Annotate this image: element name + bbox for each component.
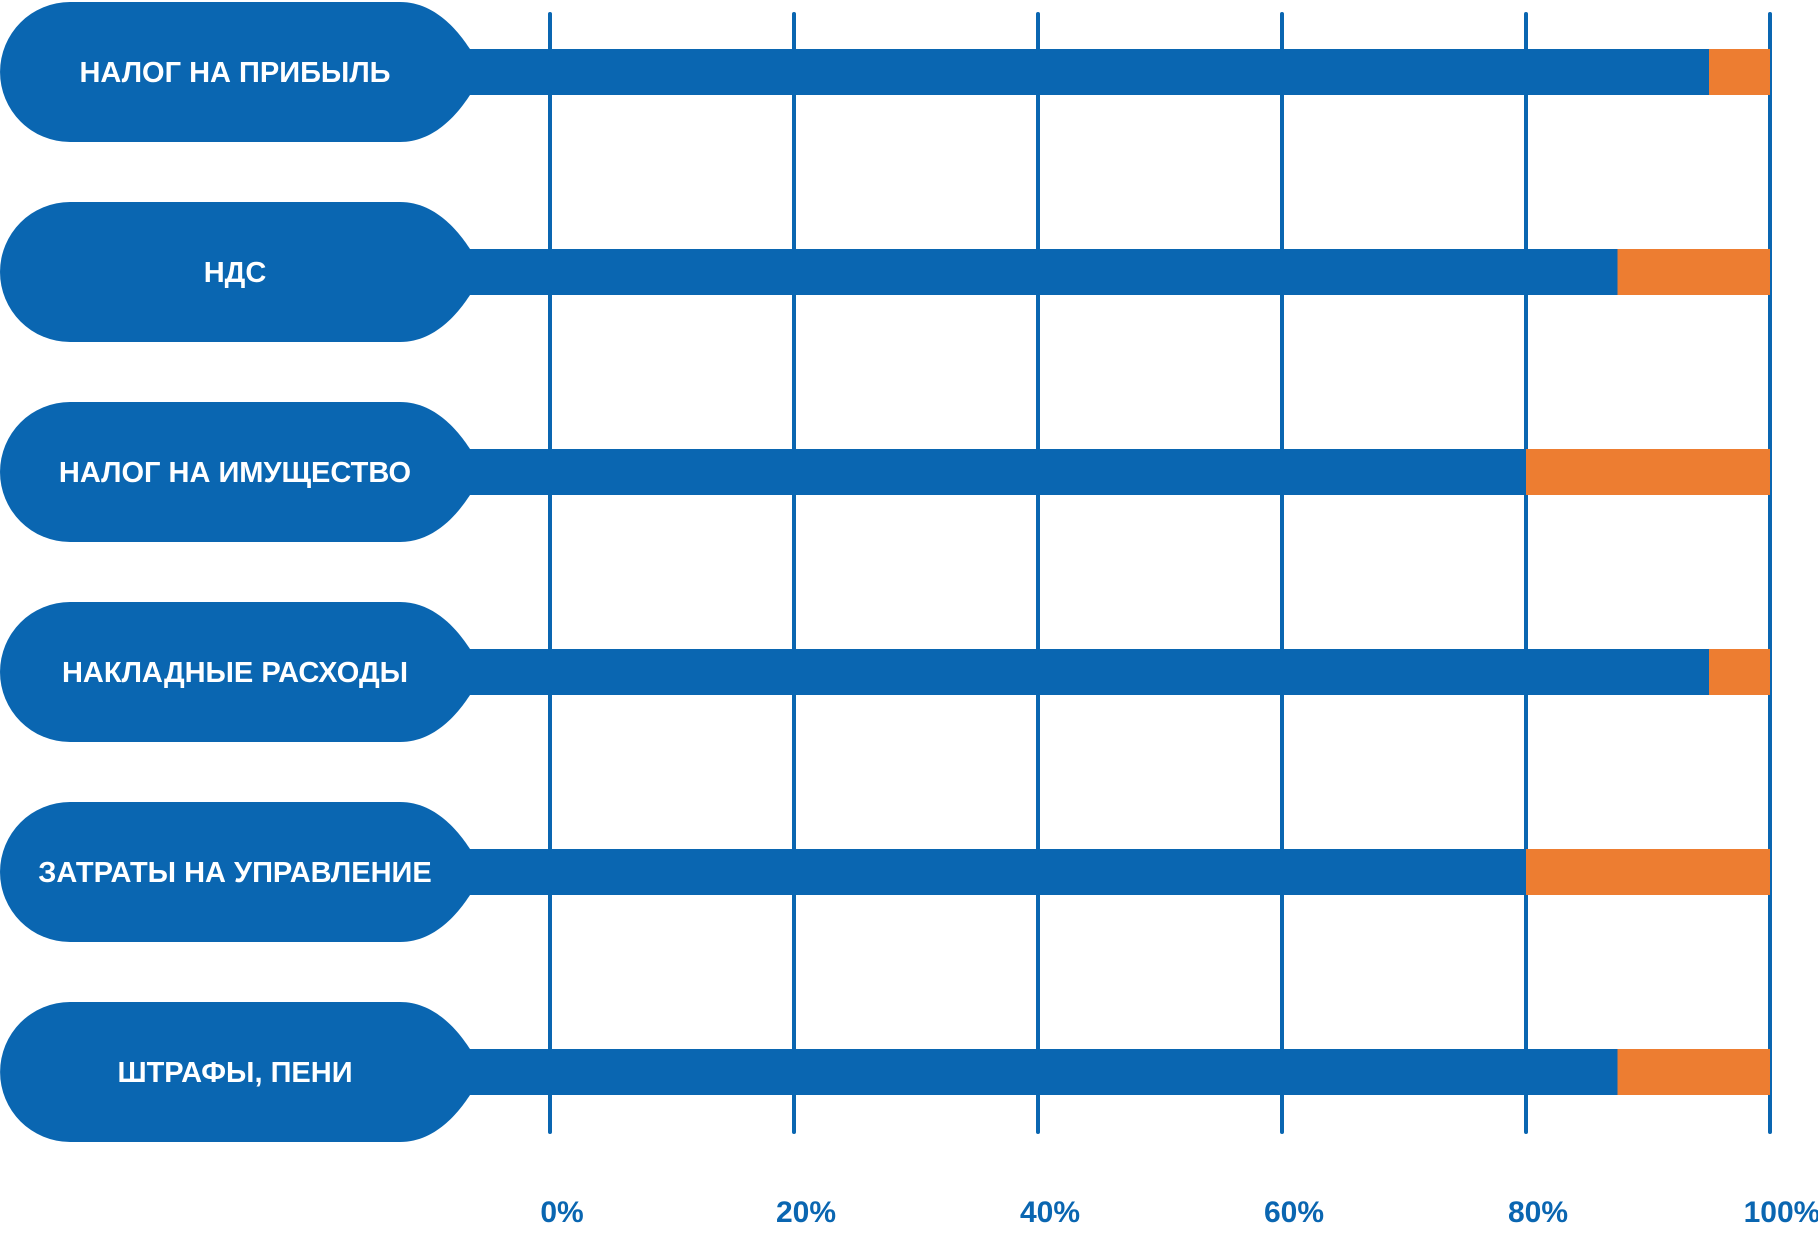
bar-segment-accent — [1709, 49, 1770, 95]
category-pill: НАЛОГ НА ИМУЩЕСТВО — [0, 402, 470, 542]
bar-segment-accent — [1526, 449, 1770, 495]
bar-segment-primary — [460, 849, 1526, 895]
grid-lines — [548, 12, 1772, 1134]
category-pill: ШТРАФЫ, ПЕНИ — [0, 1002, 470, 1142]
bar-row — [460, 49, 1770, 95]
x-tick-label: 80% — [1508, 1196, 1568, 1229]
bar-row — [460, 249, 1770, 295]
bar-segment-accent — [1617, 249, 1770, 295]
category-pill-shape — [0, 1002, 470, 1142]
bar-segment-primary — [460, 49, 1709, 95]
x-tick-label: 60% — [1264, 1196, 1324, 1229]
x-axis-ticks: 0% 20% 40% 60% 80% 100% — [540, 1196, 1818, 1229]
x-tick-label: 20% — [776, 1196, 836, 1229]
x-tick-label: 100% — [1744, 1196, 1818, 1229]
x-tick-label: 40% — [1020, 1196, 1080, 1229]
bar-segment-accent — [1617, 1049, 1770, 1095]
category-pill: ЗАТРАТЫ НА УПРАВЛЕНИЕ — [0, 802, 470, 942]
x-tick-label: 0% — [540, 1196, 583, 1229]
category-pill-shape — [0, 602, 470, 742]
bar-row — [460, 449, 1770, 495]
category-pill-shape — [0, 202, 470, 342]
bar-segment-primary — [460, 449, 1526, 495]
bar-segment-accent — [1709, 649, 1770, 695]
bar-row — [460, 849, 1770, 895]
bars — [460, 49, 1770, 1095]
bar-row — [460, 649, 1770, 695]
category-pill: НАЛОГ НА ПРИБЫЛЬ — [0, 2, 470, 142]
bar-segment-primary — [460, 649, 1709, 695]
bar-segment-primary — [460, 249, 1618, 295]
category-pill: НДС — [0, 202, 470, 342]
category-label: ЗАТРАТЫ НА УПРАВЛЕНИЕ — [38, 857, 431, 889]
category-label: НАЛОГ НА ПРИБЫЛЬ — [79, 57, 390, 89]
bar-row — [460, 1049, 1770, 1095]
category-labels: НАЛОГ НА ПРИБЫЛЬ НДС НАЛОГ НА ИМУЩЕСТВО НАК… — [0, 2, 470, 1142]
category-label: ШТРАФЫ, ПЕНИ — [117, 1057, 352, 1089]
category-pill-shape — [0, 2, 470, 142]
bar-segment-primary — [460, 1049, 1618, 1095]
category-label: НДС — [204, 257, 267, 289]
category-label: НАЛОГ НА ИМУЩЕСТВО — [59, 457, 411, 489]
bar-segment-accent — [1526, 849, 1770, 895]
category-label: НАКЛАДНЫЕ РАСХОДЫ — [62, 657, 408, 689]
category-pill-shape — [0, 402, 470, 542]
category-pill-shape — [0, 802, 470, 942]
category-pill: НАКЛАДНЫЕ РАСХОДЫ — [0, 602, 470, 742]
